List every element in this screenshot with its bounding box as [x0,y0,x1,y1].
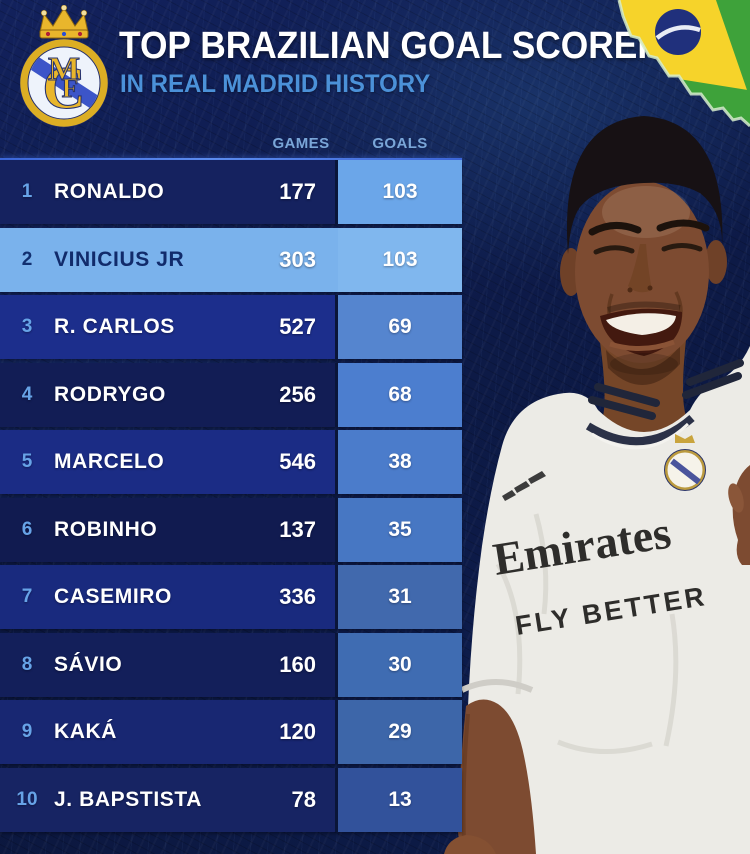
games-cell: 527 [279,314,316,339]
player-name-cell: MARCELO [54,450,165,473]
row-main-section: 10 J. BAPSTISTA 78 [0,767,335,832]
player-name-cell: VINICIUS JR [54,247,185,271]
svg-text:F: F [62,73,79,103]
goals-value: 103 [382,180,418,203]
goals-value: 29 [388,720,412,743]
table-row: 1 RONALDO 177 103 [0,160,462,224]
player-name-cell: RODRYGO [54,382,166,406]
goals-cell: 13 [335,767,462,832]
row-main-section: 8 SÁVIO 160 [0,632,335,697]
jersey-crest-icon [664,434,706,491]
table-top-highlight [0,158,462,160]
goals-value: 68 [388,382,412,406]
goals-cell: 68 [335,362,462,427]
games-cell: 177 [279,179,316,204]
games-cell: 160 [279,651,316,677]
row-main-section: 1 RONALDO 177 [0,160,335,224]
row-main-section: 7 CASEMIRO 336 [0,565,335,629]
table-row: 4 RODRYGO 256 68 [0,362,462,427]
goals-value: 103 [382,247,418,271]
table-row: 10 J. BAPSTISTA 78 13 [0,767,462,832]
svg-text:M: M [48,51,80,88]
column-header-goals: GOALS [372,135,428,152]
goals-value: 30 [388,652,412,676]
rank-cell: 3 [21,316,33,337]
player-name-cell: ROBINHO [54,517,158,541]
rank-cell: 7 [21,586,33,607]
goals-value: 31 [388,585,412,608]
goals-cell: 35 [335,497,462,562]
scorers-table: 1 RONALDO 177 103 2 VINICIUS JR 303 103 … [0,158,462,835]
brazil-flag [617,0,750,128]
games-cell: 78 [291,786,316,812]
rank-cell: 5 [21,451,33,472]
real-madrid-crest: C M F [20,5,108,128]
games-cell: 120 [279,719,316,744]
rank-cell: 1 [21,181,33,202]
rank-cell: 2 [21,248,33,270]
rank-cell: 10 [16,788,38,810]
row-main-section: 6 ROBINHO 137 [0,497,335,562]
goals-cell: 69 [335,295,462,359]
row-main-section: 4 RODRYGO 256 [0,362,335,427]
vinicius-jr-photo: Emirates FLY BETTER [444,116,750,854]
table-row: 3 R. CARLOS 527 69 [0,295,462,359]
goals-value: 13 [388,787,412,811]
rank-cell: 6 [21,518,33,540]
row-main-section: 5 MARCELO 546 [0,430,335,494]
table-row: 9 KAKÁ 120 29 [0,700,462,764]
goals-cell: 38 [335,430,462,494]
player-name-cell: SÁVIO [54,652,123,676]
games-cell: 303 [279,246,316,272]
goals-value: 35 [388,517,412,541]
player-name-cell: R. CARLOS [54,315,175,338]
player-name-cell: KAKÁ [54,720,118,743]
goals-cell: 103 [335,227,462,292]
rank-cell: 4 [21,383,33,405]
row-main-section: 3 R. CARLOS 527 [0,295,335,359]
games-cell: 336 [279,584,316,609]
games-cell: 137 [279,516,316,542]
goals-cell: 103 [335,160,462,224]
player-name-cell: CASEMIRO [54,585,172,608]
page-subtitle: IN REAL MADRID HISTORY [120,70,431,98]
goals-value: 38 [388,450,412,473]
goals-cell: 31 [335,565,462,629]
column-header-games: GAMES [272,135,330,152]
row-main-section: 9 KAKÁ 120 [0,700,335,764]
row-main-section: 2 VINICIUS JR 303 [0,227,335,292]
goals-value: 69 [388,315,412,338]
player-name-cell: RONALDO [54,180,165,203]
rank-cell: 8 [21,653,33,675]
table-row: 2 VINICIUS JR 303 103 [0,227,462,292]
games-cell: 546 [279,449,316,474]
table-row: 5 MARCELO 546 38 [0,430,462,494]
rank-cell: 9 [21,721,33,742]
table-row: 6 ROBINHO 137 35 [0,497,462,562]
table-row: 7 CASEMIRO 336 31 [0,565,462,629]
games-cell: 256 [279,381,316,407]
player-name-cell: J. BAPSTISTA [54,787,202,811]
goals-cell: 29 [335,700,462,764]
svg-text:C: C [42,55,85,121]
table-row: 8 SÁVIO 160 30 [0,632,462,697]
page-title: TOP BRAZILIAN GOAL SCORERS [119,25,687,67]
goals-cell: 30 [335,632,462,697]
